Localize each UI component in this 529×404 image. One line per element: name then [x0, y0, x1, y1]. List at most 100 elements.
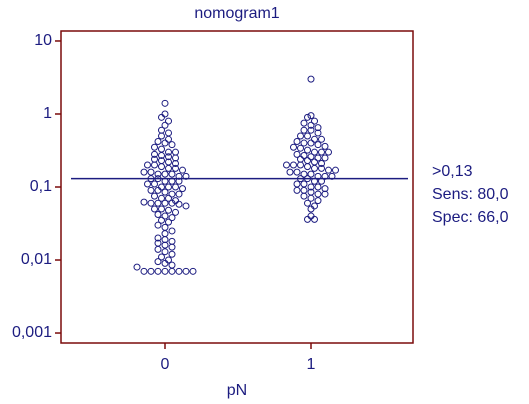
chart-title: nomogram1: [194, 5, 279, 22]
data-point: [311, 148, 318, 156]
data-point: [154, 170, 162, 178]
data-point: [179, 166, 186, 174]
data-point: [182, 267, 190, 275]
data-point: [158, 163, 165, 171]
data-point: [307, 170, 315, 178]
data-point: [304, 215, 311, 223]
data-point: [168, 261, 176, 269]
data-point: [154, 137, 162, 145]
data-point: [172, 183, 179, 191]
data-point: [168, 141, 176, 149]
data-point: [154, 199, 162, 207]
data-point: [307, 212, 315, 220]
data-point: [307, 139, 315, 147]
data-point: [307, 205, 315, 213]
data-point: [147, 199, 155, 207]
data-point: [154, 186, 162, 194]
data-point: [161, 259, 169, 267]
x-tick-label: 0: [161, 356, 170, 373]
data-point: [297, 155, 304, 163]
data-point: [165, 164, 172, 172]
data-point: [300, 180, 308, 188]
data-point: [161, 170, 169, 178]
data-point: [147, 168, 155, 176]
data-point: [144, 161, 151, 169]
data-point: [168, 237, 176, 245]
data-point: [304, 157, 311, 165]
data-point: [300, 152, 308, 160]
data-point: [311, 158, 318, 166]
data-point: [158, 253, 165, 261]
data-point: [189, 267, 197, 275]
data-point: [168, 199, 176, 207]
data-point: [307, 121, 315, 129]
data-point: [314, 183, 322, 191]
data-point: [182, 202, 190, 210]
data-point: [297, 144, 304, 152]
data-point: [168, 250, 176, 258]
data-point: [154, 258, 162, 266]
data-point: [321, 185, 329, 193]
data-point: [154, 267, 162, 275]
data-point: [293, 150, 301, 158]
data-point: [161, 121, 169, 129]
data-point: [161, 230, 169, 238]
data-point: [165, 129, 172, 137]
data-point: [314, 154, 322, 162]
data-point: [154, 245, 162, 253]
data-point: [175, 190, 183, 198]
annotation: Spec: 66,0: [432, 209, 509, 226]
data-point: [179, 185, 186, 193]
data-point: [300, 119, 308, 127]
data-point: [161, 110, 169, 118]
data-point: [165, 153, 172, 161]
y-tick-label: 0,001: [12, 324, 52, 341]
data-point: [147, 186, 155, 194]
data-point: [290, 143, 297, 151]
data-point: [168, 214, 176, 222]
data-point: [168, 227, 176, 235]
data-point: [325, 148, 332, 156]
data-point: [172, 159, 179, 167]
data-point: [297, 161, 304, 169]
data-point: [158, 194, 165, 202]
data-point: [311, 135, 318, 143]
data-point: [172, 148, 179, 156]
y-tick-label: 1: [43, 105, 52, 122]
data-point: [314, 129, 322, 137]
data-point: [300, 126, 308, 134]
data-point: [140, 198, 148, 206]
data-point: [161, 188, 169, 196]
data-point: [168, 190, 176, 198]
data-point: [286, 168, 294, 176]
data-point: [168, 170, 176, 178]
data-point: [297, 132, 304, 140]
data-point: [154, 234, 162, 242]
data-point: [307, 183, 315, 191]
data-point: [318, 164, 325, 172]
data-point: [300, 192, 308, 200]
data-point: [314, 190, 322, 198]
data-point: [161, 241, 169, 249]
data-point: [154, 221, 162, 229]
data-point: [165, 194, 172, 202]
data-point: [161, 223, 169, 231]
data-point: [321, 190, 329, 198]
data-point: [172, 164, 179, 172]
data-point: [158, 152, 165, 160]
data-point: [332, 166, 339, 174]
data-point: [307, 112, 315, 120]
data-point: [165, 117, 172, 125]
data-point: [133, 263, 141, 271]
x-axis-label: pN: [227, 382, 247, 399]
data-point: [161, 199, 169, 207]
annotation: Sens: 80,0: [432, 186, 509, 203]
y-tick-label: 10: [34, 32, 52, 49]
data-point: [165, 183, 172, 191]
data-point: [151, 143, 158, 151]
y-tick-label: 0,01: [21, 251, 52, 268]
data-point: [172, 208, 179, 216]
data-point: [151, 161, 158, 169]
data-point: [304, 113, 311, 121]
